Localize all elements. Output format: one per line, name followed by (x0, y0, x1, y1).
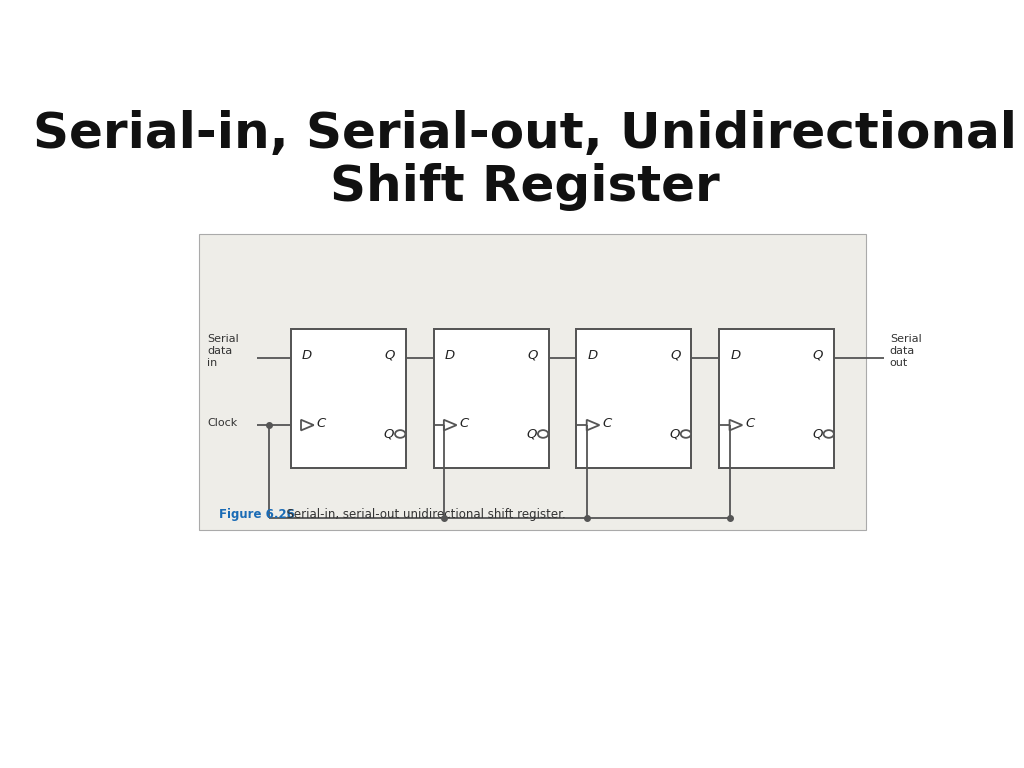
Circle shape (681, 430, 691, 438)
Text: D: D (302, 349, 312, 362)
Text: Q: Q (384, 428, 394, 441)
Bar (291, 329, 406, 468)
Text: Serial-in, serial-out unidirectional shift register.: Serial-in, serial-out unidirectional shi… (279, 508, 565, 521)
Bar (577, 329, 691, 468)
Text: Q: Q (670, 349, 680, 362)
Text: Q: Q (812, 428, 822, 441)
Circle shape (395, 430, 406, 438)
Bar (719, 329, 835, 468)
Text: Clock: Clock (207, 419, 238, 429)
Text: C: C (460, 418, 469, 430)
Text: D: D (730, 349, 740, 362)
Bar (200, 234, 866, 530)
Text: C: C (316, 418, 326, 430)
Bar (433, 329, 549, 468)
Text: Q: Q (813, 349, 823, 362)
Text: Figure 6.26: Figure 6.26 (219, 508, 295, 521)
Text: data: data (207, 346, 232, 356)
Text: D: D (588, 349, 598, 362)
Text: out: out (890, 358, 908, 368)
Circle shape (823, 430, 834, 438)
Text: in: in (207, 358, 218, 368)
Text: D: D (444, 349, 455, 362)
Circle shape (538, 430, 548, 438)
Text: data: data (890, 346, 915, 356)
Text: Q: Q (527, 349, 538, 362)
Text: Serial: Serial (890, 334, 922, 344)
Text: Shift Register: Shift Register (330, 163, 720, 211)
Text: Serial-in, Serial-out, Unidirectional: Serial-in, Serial-out, Unidirectional (33, 110, 1017, 158)
Text: Q: Q (670, 428, 680, 441)
Text: C: C (602, 418, 611, 430)
Text: Serial: Serial (207, 334, 240, 344)
Text: Q: Q (526, 428, 537, 441)
Text: Q: Q (384, 349, 394, 362)
Text: C: C (745, 418, 755, 430)
